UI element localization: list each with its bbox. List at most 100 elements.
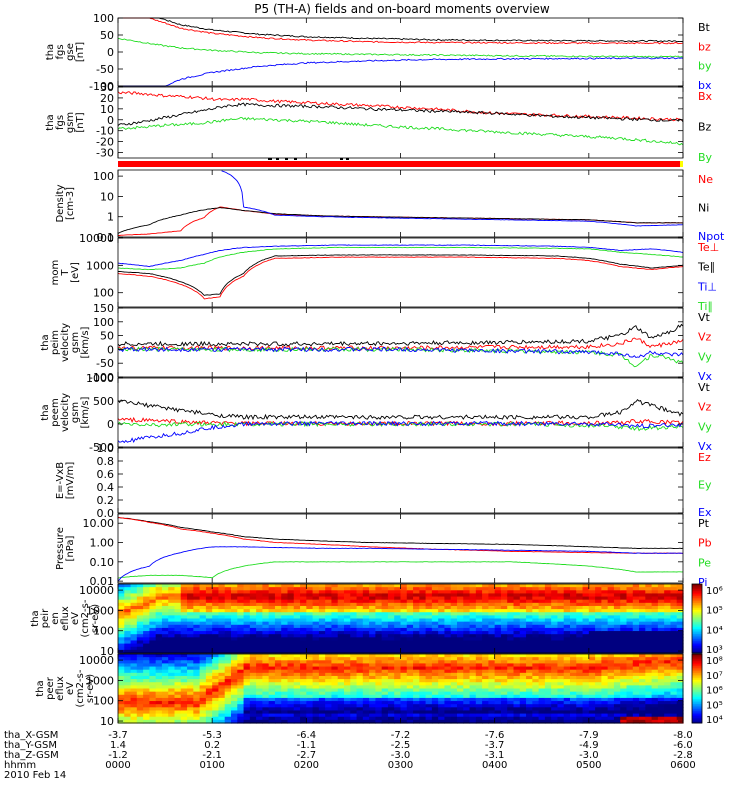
heatmap-cell xyxy=(375,675,383,680)
heatmap-cell xyxy=(457,697,464,702)
heatmap-cell xyxy=(155,697,163,702)
heatmap-cell xyxy=(664,716,672,721)
heatmap-cell xyxy=(657,621,665,626)
heatmap-cell xyxy=(519,584,527,588)
heatmap-cell xyxy=(337,618,345,623)
heatmap-cell xyxy=(193,691,201,696)
heatmap-cell xyxy=(218,660,226,665)
heatmap-cell xyxy=(551,713,559,718)
heatmap-cell xyxy=(256,624,263,629)
heatmap-cell xyxy=(413,584,420,588)
heatmap-cell xyxy=(369,672,376,677)
heatmap-cell xyxy=(457,624,464,629)
heatmap-cell xyxy=(243,640,251,645)
heatmap-cell xyxy=(136,621,144,626)
heatmap-cell xyxy=(344,716,351,721)
heatmap-cell xyxy=(676,682,684,686)
heatmap-cell xyxy=(143,663,150,668)
heatmap-cell xyxy=(293,618,301,623)
heatmap-cell xyxy=(312,694,320,699)
y-tick-label: 100 xyxy=(93,287,114,300)
heatmap-cell xyxy=(601,719,609,724)
heatmap-cell xyxy=(300,627,307,632)
heatmap-cell xyxy=(375,666,383,671)
heatmap-cell xyxy=(519,666,527,671)
heatmap-cell xyxy=(331,624,339,629)
heatmap-cell xyxy=(551,612,559,616)
heatmap-cell xyxy=(155,605,163,610)
heatmap-cell xyxy=(287,666,295,671)
heatmap-cell xyxy=(400,605,408,610)
heatmap-cell xyxy=(143,694,150,699)
heatmap-cell xyxy=(657,587,665,591)
colorbar-tick-label: 10⁴ xyxy=(706,715,723,726)
heatmap-cell xyxy=(500,679,508,683)
heatmap-cell xyxy=(180,713,188,718)
heatmap-cell xyxy=(306,609,314,613)
heatmap-cell xyxy=(588,660,596,665)
heatmap-cell xyxy=(312,672,320,677)
heatmap-cell xyxy=(532,719,540,724)
heatmap-cell xyxy=(557,716,565,721)
heatmap-cell xyxy=(356,657,364,661)
heatmap-cell xyxy=(406,621,414,626)
heatmap-cell xyxy=(507,590,515,595)
heatmap-cell xyxy=(532,666,540,671)
heatmap-cell xyxy=(532,654,540,658)
heatmap-cell xyxy=(118,649,125,654)
heatmap-cell xyxy=(431,615,439,620)
heatmap-cell xyxy=(676,704,684,708)
heatmap-cell xyxy=(287,657,295,661)
heatmap-cell xyxy=(676,663,684,668)
heatmap-cell xyxy=(325,599,333,604)
heatmap-cell xyxy=(406,672,414,677)
heatmap-cell xyxy=(312,719,320,724)
heatmap-cell xyxy=(500,618,508,623)
heatmap-cell xyxy=(582,605,590,610)
heatmap-cell xyxy=(570,627,577,632)
heatmap-cell xyxy=(406,688,414,693)
heatmap-cell xyxy=(588,605,596,610)
heatmap-cell xyxy=(344,701,351,705)
heatmap-cell xyxy=(507,646,515,651)
heatmap-cell xyxy=(306,657,314,661)
heatmap-cell xyxy=(444,590,452,595)
heatmap-cell xyxy=(362,675,370,680)
heatmap-cell xyxy=(268,682,276,686)
heatmap-cell xyxy=(500,697,508,702)
heatmap-cell xyxy=(645,669,653,674)
heatmap-cell xyxy=(281,624,289,629)
heatmap-cell xyxy=(337,660,345,665)
heatmap-cell xyxy=(318,660,326,665)
heatmap-cell xyxy=(563,587,571,591)
heatmap-cell xyxy=(325,713,333,718)
heatmap-cell xyxy=(632,590,640,595)
heatmap-cell xyxy=(262,672,270,677)
heatmap-cell xyxy=(274,710,282,715)
heatmap-cell xyxy=(601,679,609,683)
heatmap-cell xyxy=(595,627,602,632)
heatmap-cell xyxy=(620,587,628,591)
heatmap-cell xyxy=(205,682,213,686)
heatmap-cell xyxy=(532,685,540,690)
heatmap-cell xyxy=(620,609,628,613)
heatmap-cell xyxy=(350,679,358,683)
heatmap-cell xyxy=(381,615,389,620)
heatmap-cell xyxy=(431,660,439,665)
heatmap-cell xyxy=(155,694,163,699)
heatmap-cell xyxy=(450,587,458,591)
heatmap-cell xyxy=(337,713,345,718)
heatmap-cell xyxy=(626,637,634,642)
heatmap-cell xyxy=(387,587,395,591)
y-axis-label-line: eV xyxy=(70,612,81,625)
heatmap-cell xyxy=(595,675,602,680)
heatmap-cell xyxy=(224,599,232,604)
heatmap-cell xyxy=(475,675,483,680)
heatmap-cell xyxy=(306,624,314,629)
panel-frame xyxy=(117,169,684,238)
heatmap-cell xyxy=(180,704,188,708)
heatmap-cell xyxy=(356,624,364,629)
heatmap-cell xyxy=(143,596,150,601)
heatmap-cell xyxy=(626,685,634,690)
heatmap-cell xyxy=(438,704,446,708)
